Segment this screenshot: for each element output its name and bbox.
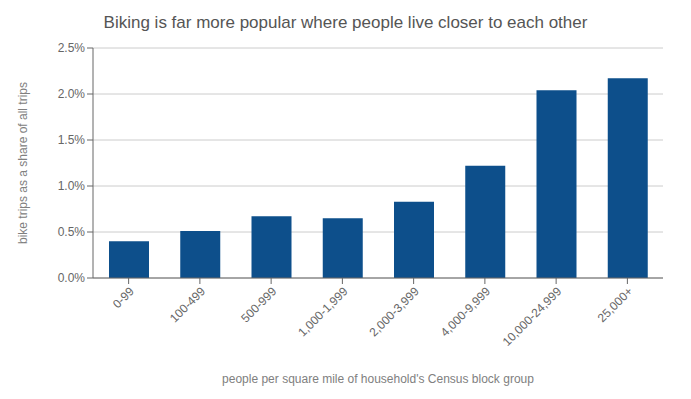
svg-text:2,000-3,999: 2,000-3,999 — [367, 284, 422, 339]
svg-text:2.0%: 2.0% — [58, 87, 86, 101]
svg-text:0.5%: 0.5% — [58, 225, 86, 239]
svg-text:0-99: 0-99 — [110, 284, 137, 311]
svg-text:1,000-1,999: 1,000-1,999 — [295, 284, 350, 339]
svg-text:500-999: 500-999 — [238, 284, 279, 325]
svg-text:0.0%: 0.0% — [58, 271, 86, 285]
svg-text:1.5%: 1.5% — [58, 133, 86, 147]
svg-text:25,000+: 25,000+ — [595, 284, 636, 325]
svg-text:10,000-24,999: 10,000-24,999 — [500, 284, 565, 349]
html-text:Biking is far more popular whe: Biking is far more popular where people … — [103, 13, 588, 32]
svg-text:4,000-9,999: 4,000-9,999 — [438, 284, 493, 339]
svg-text:2.5%: 2.5% — [58, 41, 86, 55]
svg-text:bike trips as a share of all t: bike trips as a share of all trips — [16, 82, 30, 244]
svg-text:100-499: 100-499 — [167, 284, 208, 325]
svg-text:people per square mile of hous: people per square mile of household's Ce… — [222, 372, 534, 386]
svg-text:1.0%: 1.0% — [58, 179, 86, 193]
